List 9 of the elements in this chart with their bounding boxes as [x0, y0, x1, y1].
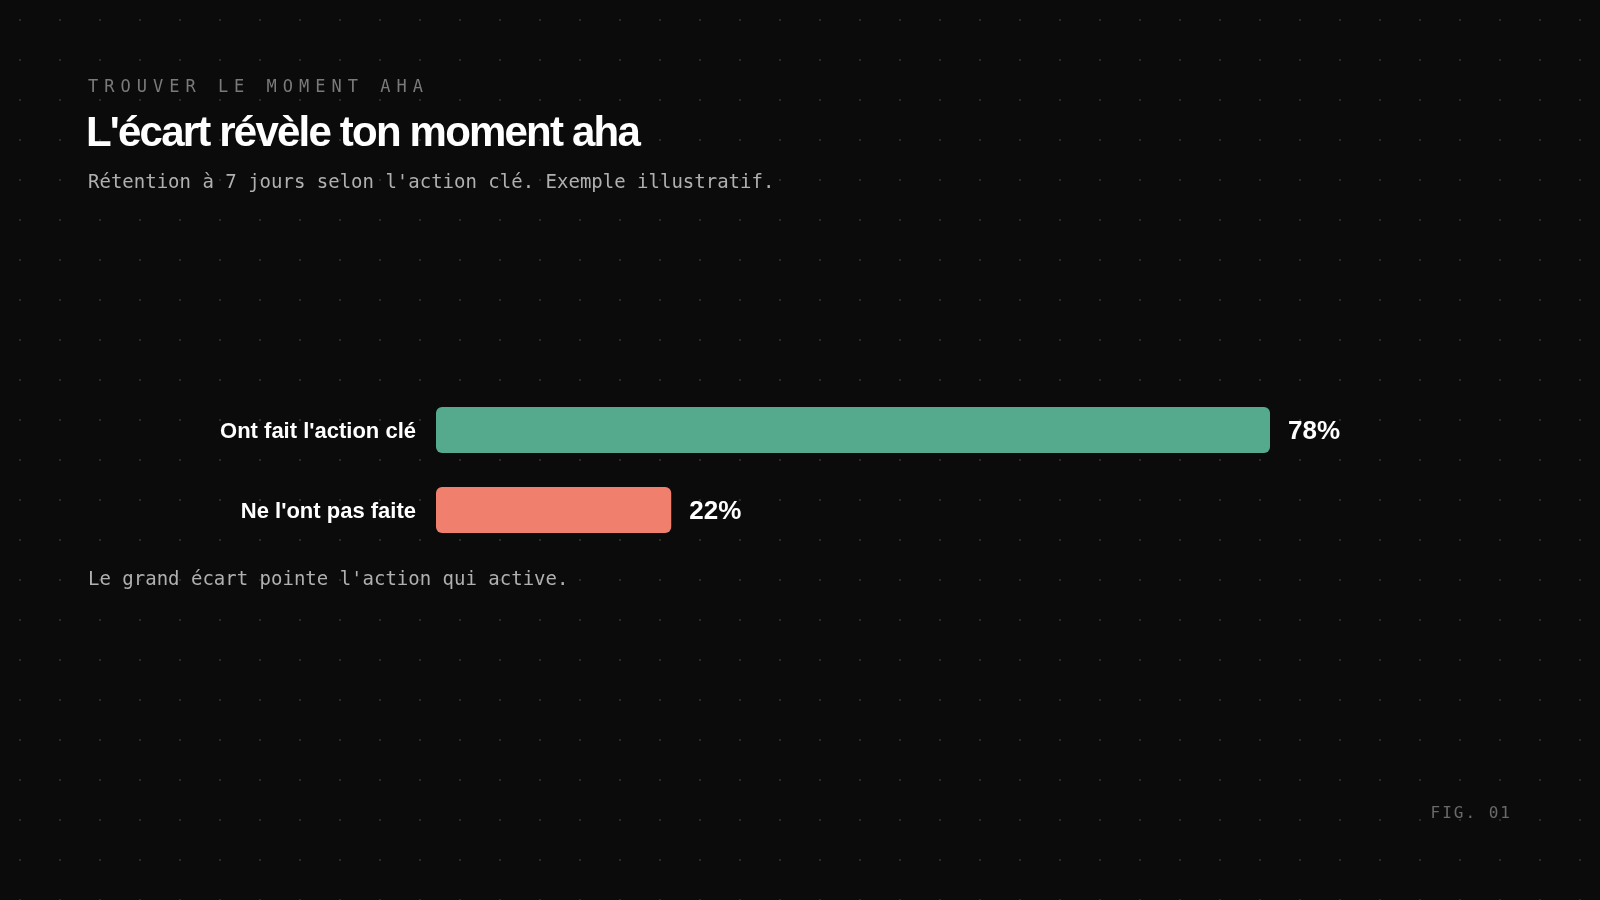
y-tick-label: Ont fait l'action clé — [220, 417, 416, 443]
data-label: 78% — [1288, 415, 1341, 446]
text: TROUVER LE MOMENT AHA — [88, 76, 429, 96]
text: Le grand écart pointe l'action qui active. — [88, 567, 569, 589]
caption: FIG. 01 — [1430, 803, 1512, 822]
chart-subtitle: Rétention à 7 jours selon l'action clé. Exemple illustratif. — [88, 170, 775, 192]
y-tick-label: Ne l'ont pas faite — [240, 497, 416, 523]
data-label: 22% — [689, 495, 742, 526]
chart-title: L'écart révèle ton moment aha — [86, 108, 639, 156]
